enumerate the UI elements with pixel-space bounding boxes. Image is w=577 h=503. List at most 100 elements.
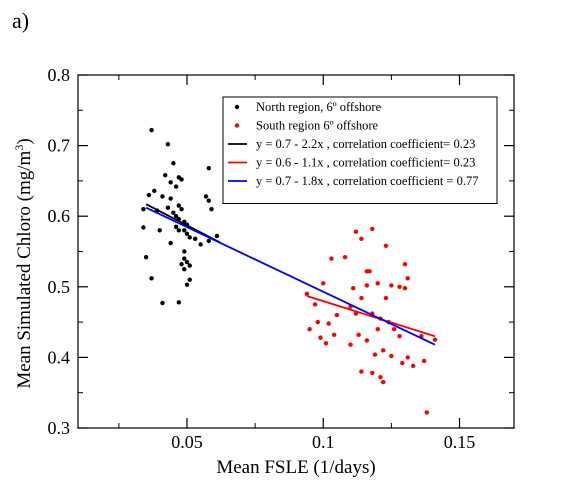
data-point-series-1 xyxy=(397,334,402,339)
data-point-series-1 xyxy=(304,291,310,297)
y-tick-label: 0.4 xyxy=(48,347,71,367)
data-point-series-0 xyxy=(160,194,165,199)
data-point-series-0 xyxy=(168,180,173,185)
y-tick-label: 0.5 xyxy=(48,277,71,297)
data-point-series-1 xyxy=(370,226,375,232)
axis-ticks: 0.05 0.1 0.15 0.3 0.4 0.5 0.6 0.7 0.8 xyxy=(48,65,514,452)
data-point-series-1 xyxy=(364,338,370,343)
data-point-series-0 xyxy=(176,228,182,233)
data-point-series-1 xyxy=(326,321,331,326)
data-point-series-1 xyxy=(397,284,402,289)
data-point-series-1 xyxy=(381,348,386,353)
data-point-series-0 xyxy=(214,233,220,239)
plot-content xyxy=(141,127,438,415)
data-point-series-1 xyxy=(432,337,438,342)
legend: North region, 6º offshore South region 6º… xyxy=(222,96,498,204)
data-point-series-1 xyxy=(391,326,397,332)
data-point-series-1 xyxy=(348,342,353,347)
x-tick-label: 0.15 xyxy=(444,432,476,452)
data-point-series-1 xyxy=(381,379,386,385)
data-point-series-1 xyxy=(389,353,394,359)
data-point-series-0 xyxy=(192,236,198,241)
data-point-series-0 xyxy=(176,203,182,208)
data-point-series-0 xyxy=(173,224,179,229)
data-point-series-0 xyxy=(168,240,173,246)
data-point-series-0 xyxy=(206,165,211,171)
data-point-series-0 xyxy=(182,249,187,254)
data-point-series-1 xyxy=(405,355,410,360)
legend-box xyxy=(222,96,498,204)
data-point-series-1 xyxy=(383,295,389,301)
data-point-series-0 xyxy=(173,184,179,189)
data-point-series-1 xyxy=(364,283,370,288)
data-point-series-1 xyxy=(356,332,361,338)
data-point-series-1 xyxy=(318,335,323,340)
legend-marker xyxy=(234,123,240,128)
data-point-series-0 xyxy=(157,228,162,233)
legend-entry: y = 0.6 - 1.1x , correlation coefficient… xyxy=(256,156,475,170)
data-point-series-1 xyxy=(321,281,326,286)
y-axis-title-close: ) xyxy=(14,138,35,144)
data-point-series-1 xyxy=(342,254,348,260)
data-point-series-1 xyxy=(329,256,334,261)
legend-marker xyxy=(234,104,240,110)
panel-label: a) xyxy=(12,8,30,33)
data-point-series-0 xyxy=(146,192,152,198)
data-point-series-0 xyxy=(149,276,154,281)
x-axis-title: Mean FSLE (1/days) xyxy=(216,457,375,478)
data-point-series-1 xyxy=(359,369,364,374)
data-point-series-0 xyxy=(203,194,209,199)
y-axis-title: Mean Simulated Chloro (mg/m3) xyxy=(12,138,35,388)
data-point-series-0 xyxy=(206,198,211,203)
data-point-series-0 xyxy=(163,173,168,178)
data-point-series-0 xyxy=(179,262,184,267)
y-tick-label: 0.8 xyxy=(48,65,71,85)
data-point-series-0 xyxy=(184,259,190,265)
legend-entry: North region, 6º offshore xyxy=(256,100,382,114)
data-point-series-0 xyxy=(182,266,187,272)
data-point-series-1 xyxy=(353,229,359,234)
y-tick-label: 0.3 xyxy=(48,418,71,438)
data-point-series-0 xyxy=(173,214,179,219)
data-point-series-0 xyxy=(165,205,171,210)
data-point-series-0 xyxy=(179,177,184,182)
data-point-series-0 xyxy=(141,206,146,212)
data-point-series-1 xyxy=(383,243,389,249)
data-point-series-0 xyxy=(171,210,176,215)
x-tick-label: 0.05 xyxy=(171,432,203,452)
data-point-series-0 xyxy=(209,206,214,212)
data-point-series-1 xyxy=(410,363,416,369)
legend-entry: South region 6º offshore xyxy=(256,119,378,133)
data-point-series-1 xyxy=(378,374,383,380)
data-point-series-1 xyxy=(372,352,378,357)
data-point-series-1 xyxy=(421,358,427,364)
data-point-series-1 xyxy=(405,276,410,281)
legend-entry: y = 0.7 - 2.2x , correlation coefficient… xyxy=(256,137,475,151)
data-point-series-1 xyxy=(400,360,405,366)
data-point-series-0 xyxy=(160,300,165,306)
y-axis-title-main: Mean Simulated Chloro (mg/m xyxy=(14,150,35,388)
data-point-series-1 xyxy=(359,236,364,241)
data-point-series-1 xyxy=(331,332,337,338)
data-point-series-1 xyxy=(307,326,312,332)
data-point-series-0 xyxy=(165,141,171,147)
data-point-series-0 xyxy=(143,254,149,260)
data-point-series-1 xyxy=(351,286,356,291)
data-point-series-1 xyxy=(375,326,380,332)
fit-line-series-3 xyxy=(306,295,436,338)
data-point-series-1 xyxy=(402,262,408,267)
data-point-series-1 xyxy=(367,269,372,274)
data-point-series-1 xyxy=(370,370,375,376)
data-point-series-0 xyxy=(184,282,190,287)
data-point-series-0 xyxy=(171,161,176,166)
data-point-series-0 xyxy=(168,196,173,201)
data-point-series-1 xyxy=(315,319,320,325)
data-point-series-1 xyxy=(334,312,340,318)
data-point-series-1 xyxy=(375,281,380,286)
data-point-series-0 xyxy=(187,277,192,282)
data-point-series-0 xyxy=(198,242,203,247)
data-point-series-1 xyxy=(312,302,318,307)
legend-entry: y = 0.7 - 1.8x , correlation coefficient… xyxy=(256,174,479,188)
data-point-series-1 xyxy=(359,295,364,301)
data-point-series-0 xyxy=(149,127,154,133)
